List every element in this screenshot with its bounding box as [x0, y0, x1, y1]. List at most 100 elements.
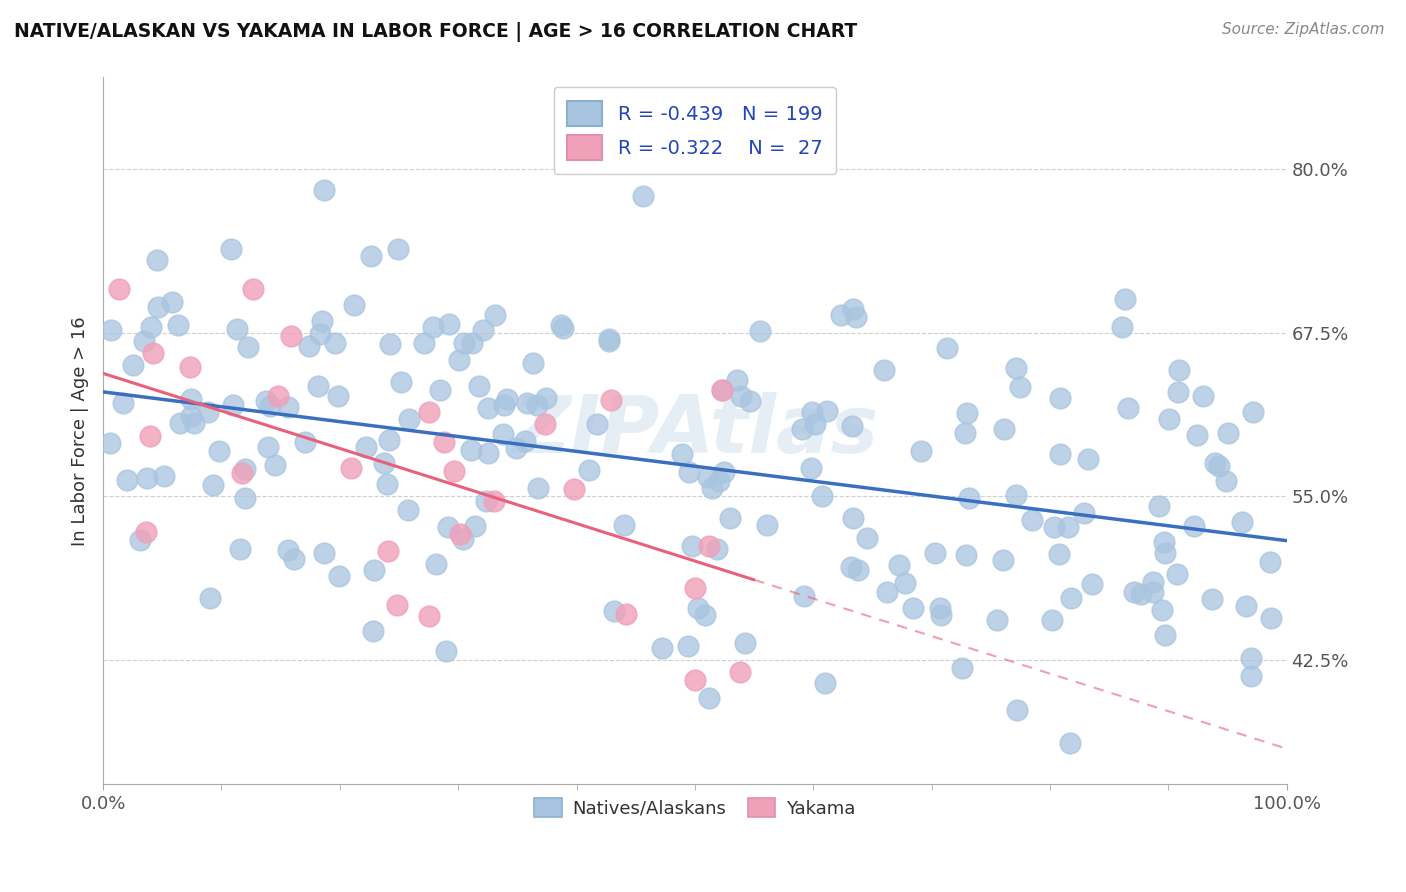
- Point: [953, 426, 976, 441]
- Point: [553, 321, 575, 335]
- Point: [398, 411, 420, 425]
- Point: [153, 469, 176, 483]
- Point: [1166, 567, 1188, 582]
- Point: [222, 398, 245, 412]
- Point: [449, 352, 471, 367]
- Point: [340, 461, 363, 475]
- Point: [1260, 611, 1282, 625]
- Point: [443, 464, 465, 478]
- Point: [756, 518, 779, 533]
- Point: [1157, 412, 1180, 426]
- Point: [312, 546, 335, 560]
- Point: [957, 491, 980, 505]
- Point: [387, 243, 409, 257]
- Point: [139, 429, 162, 443]
- Point: [1187, 428, 1209, 442]
- Point: [363, 563, 385, 577]
- Point: [614, 607, 637, 622]
- Point: [354, 441, 377, 455]
- Point: [1049, 392, 1071, 406]
- Point: [1059, 736, 1081, 750]
- Point: [361, 624, 384, 639]
- Point: [710, 383, 733, 397]
- Point: [1154, 546, 1177, 560]
- Text: NATIVE/ALASKAN VS YAKAMA IN LABOR FORCE | AGE > 16 CORRELATION CHART: NATIVE/ALASKAN VS YAKAMA IN LABOR FORCE …: [14, 22, 858, 42]
- Point: [259, 399, 281, 413]
- Point: [422, 320, 444, 334]
- Point: [1182, 519, 1205, 533]
- Point: [1116, 401, 1139, 415]
- Point: [1004, 488, 1026, 502]
- Point: [855, 531, 877, 545]
- Point: [377, 543, 399, 558]
- Point: [1114, 292, 1136, 306]
- Point: [453, 336, 475, 351]
- Point: [451, 532, 474, 546]
- Point: [283, 552, 305, 566]
- Point: [928, 601, 950, 615]
- Point: [1111, 319, 1133, 334]
- Point: [725, 372, 748, 386]
- Point: [277, 401, 299, 415]
- Point: [141, 320, 163, 334]
- Point: [993, 422, 1015, 436]
- Point: [955, 548, 977, 562]
- Point: [901, 600, 924, 615]
- Point: [1218, 425, 1240, 440]
- Point: [1208, 458, 1230, 473]
- Point: [706, 542, 728, 557]
- Point: [169, 416, 191, 430]
- Point: [586, 417, 609, 431]
- Point: [1123, 584, 1146, 599]
- Point: [1049, 447, 1071, 461]
- Point: [477, 446, 499, 460]
- Point: [676, 639, 699, 653]
- Point: [651, 641, 673, 656]
- Point: [418, 608, 440, 623]
- Point: [1240, 669, 1263, 683]
- Point: [1142, 574, 1164, 589]
- Point: [307, 379, 329, 393]
- Point: [183, 416, 205, 430]
- Point: [1204, 456, 1226, 470]
- Point: [460, 442, 482, 457]
- Point: [681, 540, 703, 554]
- Y-axis label: In Labor Force | Age > 16: In Labor Force | Age > 16: [72, 316, 89, 546]
- Point: [280, 329, 302, 343]
- Point: [800, 460, 823, 475]
- Point: [484, 308, 506, 322]
- Point: [526, 398, 548, 412]
- Point: [202, 477, 225, 491]
- Point: [122, 358, 145, 372]
- Point: [129, 533, 152, 548]
- Point: [254, 394, 277, 409]
- Point: [229, 541, 252, 556]
- Point: [740, 394, 762, 409]
- Point: [179, 359, 201, 374]
- Point: [1130, 587, 1153, 601]
- Point: [413, 336, 436, 351]
- Point: [803, 417, 825, 432]
- Point: [436, 519, 458, 533]
- Point: [492, 427, 515, 442]
- Point: [522, 355, 544, 369]
- Point: [841, 510, 863, 524]
- Point: [343, 298, 366, 312]
- Point: [1043, 520, 1066, 534]
- Point: [449, 527, 471, 541]
- Point: [328, 569, 350, 583]
- Point: [811, 489, 834, 503]
- Point: [167, 318, 190, 333]
- Point: [132, 334, 155, 348]
- Point: [1005, 703, 1028, 717]
- Point: [135, 525, 157, 540]
- Point: [464, 519, 486, 533]
- Text: Source: ZipAtlas.com: Source: ZipAtlas.com: [1222, 22, 1385, 37]
- Point: [1047, 547, 1070, 561]
- Point: [841, 560, 863, 574]
- Point: [1060, 591, 1083, 606]
- Point: [887, 558, 910, 572]
- Point: [294, 434, 316, 449]
- Point: [550, 318, 572, 332]
- Point: [1168, 363, 1191, 377]
